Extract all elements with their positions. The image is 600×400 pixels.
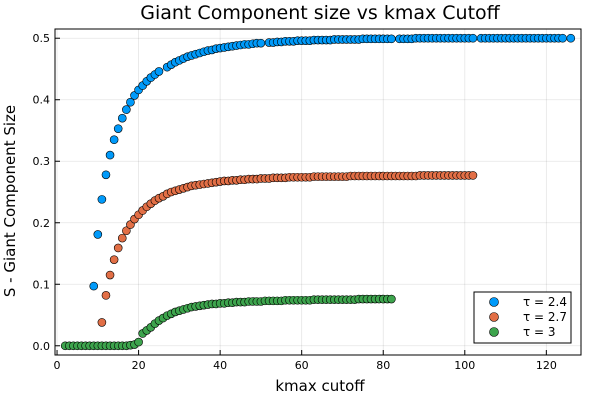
series-2-points (97, 171, 478, 327)
data-point (126, 97, 135, 107)
legend-marker (489, 297, 499, 307)
data-point (89, 281, 99, 291)
legend-marker (489, 327, 499, 337)
x-tick-label: 0 (54, 359, 61, 372)
data-point (134, 337, 143, 347)
data-point (97, 318, 107, 327)
data-point (109, 255, 119, 264)
data-point (468, 33, 478, 43)
data-point (113, 243, 123, 253)
x-tick-label: 120 (536, 359, 557, 372)
y-tick-label: 0.2 (33, 217, 51, 230)
data-point (122, 105, 131, 114)
data-point (97, 195, 107, 204)
legend-marker (489, 312, 499, 322)
plot-frame (54, 28, 582, 356)
x-tick-label: 20 (132, 359, 146, 372)
data-point (566, 33, 576, 43)
legend-label: τ = 2.4 (523, 295, 567, 309)
data-point (387, 34, 396, 44)
data-point (113, 124, 123, 133)
data-point (117, 113, 127, 123)
y-tick-label: 0.1 (33, 278, 51, 291)
data-point (468, 171, 478, 180)
data-point (154, 67, 164, 76)
data-point (558, 33, 567, 43)
data-point (122, 226, 131, 236)
data-point (101, 291, 111, 300)
x-tick-label: 100 (454, 359, 475, 372)
y-tick-label: 0.3 (33, 155, 51, 168)
y-axis-label: S - Giant Component Size (1, 105, 19, 297)
data-points (60, 33, 576, 351)
series-1-points (89, 33, 576, 291)
x-tick-label: 80 (376, 359, 390, 372)
y-tick-label: 0.5 (33, 32, 51, 45)
y-tick-label: 0.4 (33, 94, 51, 107)
data-point (101, 170, 111, 180)
legend-label: τ = 2.7 (523, 310, 567, 324)
data-point (109, 135, 119, 145)
chart-title: Giant Component size vs kmax Cutoff (140, 2, 500, 24)
axis-ticks: 0 20 40 60 80 100 120 0.0 0.1 0.2 0.3 0.4 0.5 (33, 32, 557, 372)
data-point (117, 233, 127, 243)
x-tick-label: 60 (295, 359, 309, 372)
data-point (105, 270, 115, 280)
y-tick-label: 0.0 (33, 340, 51, 353)
data-point (105, 150, 115, 160)
legend: τ = 2.4τ = 2.7τ = 3 (473, 291, 572, 344)
x-axis-label: kmax cutoff (275, 377, 365, 395)
data-point (93, 230, 103, 239)
data-point (256, 38, 266, 48)
series-3-points (60, 294, 396, 351)
data-point (387, 294, 396, 304)
legend-label: τ = 3 (523, 325, 556, 339)
x-tick-label: 40 (213, 359, 227, 372)
